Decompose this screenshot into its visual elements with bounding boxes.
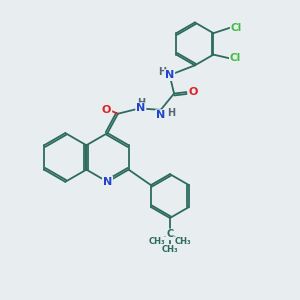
- Text: N: N: [103, 177, 112, 187]
- Text: O: O: [102, 105, 111, 115]
- Text: Cl: Cl: [231, 23, 242, 33]
- Text: H: H: [167, 108, 175, 118]
- Text: N: N: [165, 70, 174, 80]
- Text: O: O: [188, 87, 198, 97]
- Text: CH₃: CH₃: [149, 237, 165, 246]
- Text: N: N: [136, 103, 146, 113]
- Text: H: H: [158, 67, 166, 77]
- Text: C: C: [166, 230, 173, 239]
- Text: CH₃: CH₃: [162, 245, 178, 254]
- Text: N: N: [156, 110, 165, 120]
- Text: H: H: [137, 98, 145, 108]
- Text: Cl: Cl: [230, 53, 241, 63]
- Text: CH₃: CH₃: [175, 237, 191, 246]
